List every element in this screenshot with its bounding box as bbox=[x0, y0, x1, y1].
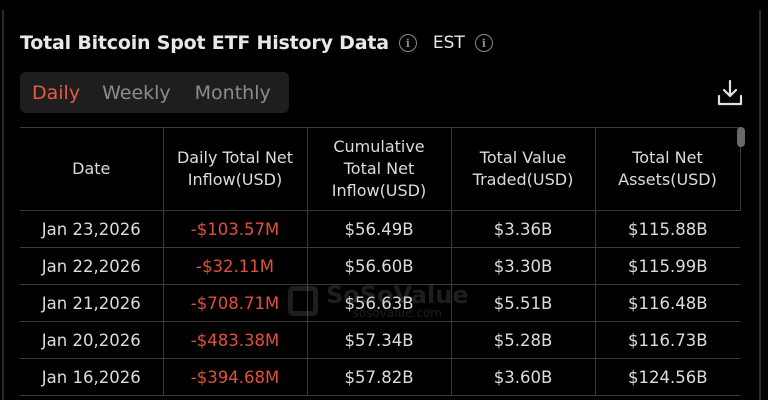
cell-assets: $115.88B bbox=[594, 210, 740, 248]
cell-cumulative: $56.49B bbox=[306, 210, 452, 248]
timezone-label: EST bbox=[432, 33, 465, 53]
cell-traded: $5.51B bbox=[450, 284, 596, 322]
cell-daily-inflow: -$483.38M bbox=[162, 321, 308, 359]
column-header-daily-inflow[interactable]: Daily Total Net Inflow(USD) bbox=[162, 127, 308, 211]
tab-monthly[interactable]: Monthly bbox=[194, 81, 271, 104]
table-scrollbar[interactable] bbox=[737, 127, 745, 147]
table-row: Jan 20,2026 -$483.38M $57.34B $5.28B $11… bbox=[20, 321, 740, 359]
page-title: Total Bitcoin Spot ETF History Data bbox=[20, 32, 389, 54]
column-header-date[interactable]: Date bbox=[20, 127, 164, 211]
table-row: Jan 21,2026 -$708.71M $56.63B $5.51B $11… bbox=[20, 284, 740, 322]
cell-traded: $3.30B bbox=[450, 247, 596, 285]
cell-date: Jan 23,2026 bbox=[20, 210, 164, 248]
cell-assets: $124.56B bbox=[594, 358, 740, 396]
cell-assets: $116.73B bbox=[594, 321, 740, 359]
right-border bbox=[759, 10, 761, 400]
cell-daily-inflow: -$708.71M bbox=[162, 284, 308, 322]
etf-history-table: Date Daily Total Net Inflow(USD) Cumulati… bbox=[20, 127, 741, 396]
column-header-value-traded[interactable]: Total Value Traded(USD) bbox=[450, 127, 596, 211]
cell-traded: $3.36B bbox=[450, 210, 596, 248]
cell-daily-inflow: -$32.11M bbox=[162, 247, 308, 285]
cell-date: Jan 20,2026 bbox=[20, 321, 164, 359]
cell-cumulative: $56.60B bbox=[306, 247, 452, 285]
timezone-info-icon[interactable]: i bbox=[474, 34, 493, 52]
cell-date: Jan 21,2026 bbox=[20, 284, 164, 322]
tab-daily[interactable]: Daily bbox=[32, 81, 81, 104]
info-icon[interactable]: i bbox=[398, 34, 417, 52]
table-header-row: Date Daily Total Net Inflow(USD) Cumulati… bbox=[20, 127, 741, 211]
table-row: Jan 22,2026 -$32.11M $56.60B $3.30B $115… bbox=[20, 247, 740, 285]
tab-weekly[interactable]: Weekly bbox=[102, 81, 171, 104]
column-header-net-assets[interactable]: Total Net Assets(USD) bbox=[594, 127, 741, 211]
download-button[interactable] bbox=[716, 79, 744, 107]
table-row: Jan 23,2026 -$103.57M $56.49B $3.36B $11… bbox=[20, 210, 740, 248]
cell-date: Jan 16,2026 bbox=[20, 358, 164, 396]
cell-traded: $3.60B bbox=[450, 358, 596, 396]
table-row: Jan 16,2026 -$394.68M $57.82B $3.60B $12… bbox=[20, 358, 740, 396]
header: Total Bitcoin Spot ETF History Data i ES… bbox=[20, 28, 493, 58]
column-header-cumulative-inflow[interactable]: Cumulative Total Net Inflow(USD) bbox=[306, 127, 452, 211]
cell-cumulative: $56.63B bbox=[306, 284, 452, 322]
cell-assets: $116.48B bbox=[594, 284, 740, 322]
download-icon bbox=[717, 79, 743, 106]
cell-assets: $115.99B bbox=[594, 247, 740, 285]
period-tabs: Daily Weekly Monthly bbox=[20, 72, 289, 113]
cell-date: Jan 22,2026 bbox=[20, 247, 164, 285]
cell-traded: $5.28B bbox=[450, 321, 596, 359]
left-border bbox=[2, 10, 4, 400]
cell-cumulative: $57.82B bbox=[306, 358, 452, 396]
cell-daily-inflow: -$394.68M bbox=[162, 358, 308, 396]
cell-daily-inflow: -$103.57M bbox=[162, 210, 308, 248]
cell-cumulative: $57.34B bbox=[306, 321, 452, 359]
